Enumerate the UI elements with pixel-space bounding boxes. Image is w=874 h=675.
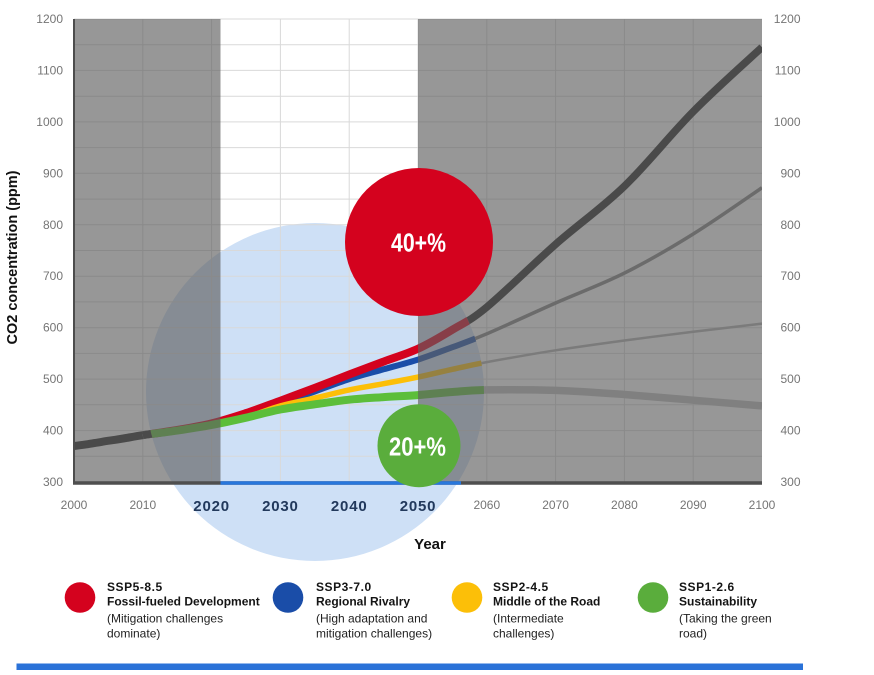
svg-text:1000: 1000 xyxy=(774,115,801,129)
svg-text:1100: 1100 xyxy=(37,63,63,77)
svg-text:800: 800 xyxy=(780,218,800,232)
svg-text:mitigation challenges): mitigation challenges) xyxy=(316,626,432,640)
svg-text:2060: 2060 xyxy=(473,498,500,512)
svg-text:Middle of the Road: Middle of the Road xyxy=(493,595,600,609)
svg-text:800: 800 xyxy=(43,218,63,232)
svg-text:2030: 2030 xyxy=(262,498,299,515)
svg-text:2100: 2100 xyxy=(749,498,776,512)
svg-text:500: 500 xyxy=(780,372,800,386)
svg-text:900: 900 xyxy=(43,166,63,180)
svg-text:500: 500 xyxy=(43,372,63,386)
svg-text:Regional Rivalry: Regional Rivalry xyxy=(316,595,410,609)
svg-text:300: 300 xyxy=(780,475,800,489)
svg-text:SSP3-7.0: SSP3-7.0 xyxy=(316,580,372,594)
svg-text:road): road) xyxy=(679,626,707,640)
svg-text:2090: 2090 xyxy=(680,498,707,512)
svg-text:SSP1-2.6: SSP1-2.6 xyxy=(679,580,735,594)
svg-text:(High adaptation and: (High adaptation and xyxy=(316,612,427,626)
svg-text:(Mitigation challenges: (Mitigation challenges xyxy=(107,612,223,626)
svg-text:2020: 2020 xyxy=(193,498,230,515)
svg-text:400: 400 xyxy=(780,424,800,438)
svg-text:SSP2-4.5: SSP2-4.5 xyxy=(493,580,549,594)
svg-text:challenges): challenges) xyxy=(493,626,554,640)
svg-text:Fossil-fueled Development: Fossil-fueled Development xyxy=(107,595,260,609)
svg-text:1100: 1100 xyxy=(775,63,801,77)
svg-text:(Taking the green: (Taking the green xyxy=(679,612,772,626)
svg-text:SSP5-8.5: SSP5-8.5 xyxy=(107,580,163,594)
svg-text:20+%: 20+% xyxy=(389,431,446,461)
svg-text:1000: 1000 xyxy=(36,115,63,129)
svg-text:400: 400 xyxy=(43,424,63,438)
svg-text:600: 600 xyxy=(780,321,800,335)
svg-text:900: 900 xyxy=(780,166,800,180)
svg-text:1200: 1200 xyxy=(36,12,63,26)
svg-text:2070: 2070 xyxy=(542,498,569,512)
svg-text:2040: 2040 xyxy=(331,498,368,515)
svg-text:CO2 concentration (ppm): CO2 concentration (ppm) xyxy=(5,170,21,344)
svg-text:700: 700 xyxy=(43,269,63,283)
svg-text:300: 300 xyxy=(43,475,63,489)
svg-text:700: 700 xyxy=(780,269,800,283)
svg-text:Year: Year xyxy=(414,536,446,553)
svg-text:40+%: 40+% xyxy=(391,228,446,258)
svg-text:Sustainability: Sustainability xyxy=(679,595,757,609)
svg-text:2080: 2080 xyxy=(611,498,638,512)
svg-text:1200: 1200 xyxy=(774,12,801,26)
svg-text:2000: 2000 xyxy=(61,498,88,512)
svg-text:(Intermediate: (Intermediate xyxy=(493,612,564,626)
svg-text:dominate): dominate) xyxy=(107,626,160,640)
svg-text:2050: 2050 xyxy=(400,498,437,515)
svg-text:600: 600 xyxy=(43,321,63,335)
svg-text:2010: 2010 xyxy=(129,498,156,512)
